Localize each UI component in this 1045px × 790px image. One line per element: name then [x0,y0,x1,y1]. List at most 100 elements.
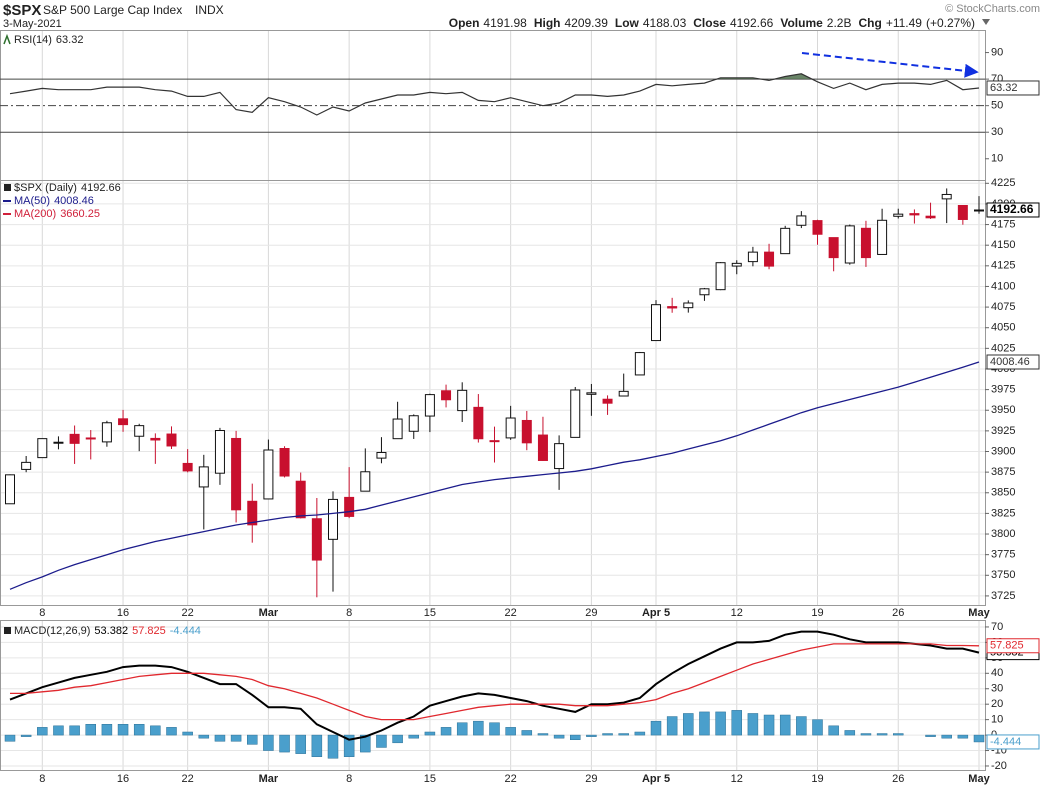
histogram-bar [634,731,646,736]
stat-label: Volume [780,16,823,30]
candle-body [408,415,419,432]
candle-body [941,193,952,200]
candle-body [473,406,484,440]
macd-line [9,630,980,741]
candle-body [166,433,177,447]
stat-label: Close [693,16,726,30]
histogram-bar [376,734,387,748]
histogram-bar [618,733,629,736]
value-badge-label: 63.32 [990,82,1018,94]
legend-entry: MACD(12,26,9) 53.382 57.825 -4.444 [14,625,201,637]
x-tick-label: 29 [585,607,597,619]
x-tick-label: 15 [424,607,436,619]
candle-body [311,518,322,561]
histogram-bar [537,733,549,736]
stat-label: Chg [858,16,881,30]
histogram-bar [796,716,807,736]
stat-value: 4188.03 [643,16,687,30]
legend-text: 4008.46 [54,195,94,207]
candle-body [651,304,661,342]
histogram-bar [683,713,694,736]
histogram-bar [925,734,936,737]
candle-body [780,227,791,255]
histogram-bar [230,734,242,742]
menu-arrow [982,19,990,25]
legend-entry: MA(200) 3660.25 [14,208,100,220]
histogram-bar [893,733,904,736]
x-tick-label: 16 [117,773,129,785]
trend-arrow [801,52,979,78]
histogram-bar [392,734,403,744]
candle-body [263,449,274,500]
histogram-bar [860,733,872,736]
y-tick-label: 4025 [991,342,1015,354]
candle-body [505,417,516,439]
histogram-bar [828,725,839,736]
y-tick-label: 3925 [991,425,1015,437]
value-badge-label: 4192.66 [990,202,1034,216]
legend-text: 3660.25 [60,208,100,220]
stat-label: Low [615,16,640,30]
x-tick-label: 12 [731,607,743,619]
y-tick-label: 4225 [991,177,1015,189]
x-tick-label: 22 [182,607,194,619]
candle-body [667,306,678,309]
stat-value: 4209.39 [564,16,608,30]
legend-text: MACD(12,26,9) [14,625,90,637]
histogram-bar [763,714,775,736]
histogram-bar [957,734,969,739]
date: 3-May-2021 [3,18,62,30]
histogram-bar [521,730,533,736]
x-tick-label: Mar [259,773,279,785]
candle-body [69,433,80,444]
x-tick-label: 26 [892,607,904,619]
candle-body [214,430,225,474]
y-tick-label: 20 [991,698,1003,710]
histogram-bar [295,734,306,754]
candle-body [554,443,565,470]
legend-text: 57.825 [132,625,166,637]
candle-body [231,437,242,511]
histogram-bar [150,725,161,736]
rsi-line [9,73,980,116]
candle-body [21,461,32,470]
y-tick-label: 4075 [991,301,1015,313]
value-badge-label: -4.444 [990,736,1021,748]
x-tick-label: 26 [892,773,904,785]
candle-body [182,462,193,472]
candle-body [602,398,613,404]
histogram-bar [602,733,613,736]
candle-body [715,262,726,291]
legend-text: RSI(14) [14,34,52,46]
candle-body [5,474,15,505]
candle-body [860,227,871,259]
histogram-bar [731,710,742,736]
legend-entry: $SPX (Daily) 4192.66 [14,182,121,194]
histogram-bar [699,711,710,736]
histogram-bar [247,734,258,745]
candle-body [764,251,775,267]
value-badge-label: 4008.46 [990,356,1030,368]
candle-body [85,437,96,440]
legend-text: MA(200) [14,208,56,220]
histogram-bar [182,731,193,736]
value-badge [986,734,1040,750]
y-tick-label: 70 [991,621,1003,633]
histogram-bar [941,734,952,739]
y-tick-label: 3775 [991,549,1015,561]
histogram-bar [263,734,274,751]
histogram-bar [715,711,726,736]
y-tick-label: 3875 [991,466,1015,478]
candle-body [521,419,532,444]
y-tick-label: 4175 [991,218,1015,230]
overbought-fill [10,73,979,80]
y-tick-label: 3975 [991,384,1015,396]
grid [0,30,985,770]
histogram-bar [117,724,129,736]
y-tick-label: 30 [991,683,1003,695]
candle-body [424,394,435,417]
candle-body [53,441,64,444]
histogram-bar [279,734,290,753]
x-tick-label: 19 [811,773,823,785]
